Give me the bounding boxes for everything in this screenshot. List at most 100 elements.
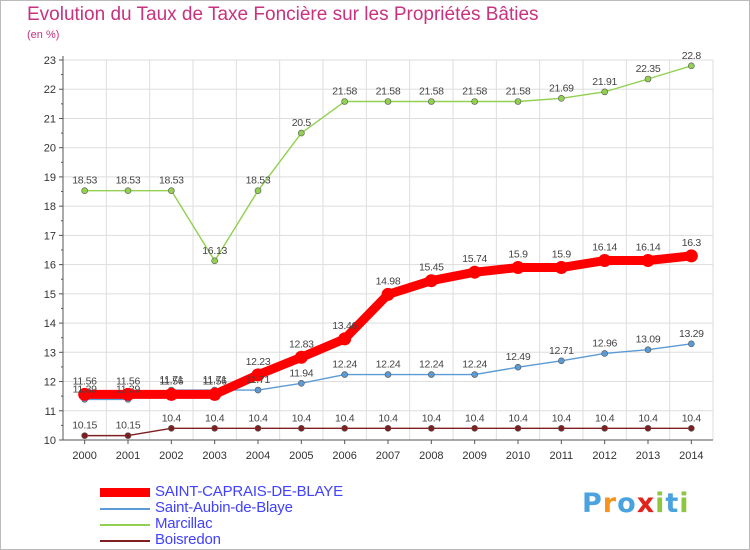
data-point-saint-aubin-de-blaye-2007 — [384, 371, 392, 378]
legend-swatch-marcillac — [100, 524, 150, 526]
data-point-saint-caprais-de-blaye-2007 — [381, 287, 395, 301]
data-point-saint-caprais-de-blaye-2003 — [208, 387, 222, 401]
data-label-boisredon-2000: 10.15 — [72, 420, 97, 432]
data-label-boisredon-2007: 10.4 — [378, 412, 398, 424]
data-label-saint-caprais-de-blaye-2006: 13.46 — [332, 320, 357, 332]
data-label-boisredon-2009: 10.4 — [465, 412, 485, 424]
data-label-saint-aubin-de-blaye-2002: 11.71 — [159, 374, 183, 386]
data-label-saint-aubin-de-blaye-2005: 11.94 — [289, 367, 313, 379]
data-label-boisredon-2010: 10.4 — [508, 412, 528, 424]
x-tick-label-2008: 2008 — [419, 450, 443, 462]
data-label-marcillac-2010: 21.58 — [506, 86, 531, 98]
data-label-saint-aubin-de-blaye-2007: 12.24 — [376, 359, 401, 371]
data-label-marcillac-2012: 21.91 — [592, 76, 617, 88]
data-point-boisredon-2000 — [81, 432, 88, 439]
x-tick-label-2000: 2000 — [72, 450, 96, 462]
data-label-boisredon-2001: 10.15 — [116, 420, 141, 432]
data-label-saint-caprais-de-blaye-2003: 11.56 — [203, 375, 227, 387]
data-point-boisredon-2013 — [644, 425, 652, 432]
legend-swatch-saint-aubin-de-blaye — [100, 508, 150, 510]
legend-label-saint-aubin-de-blaye: Saint-Aubin-de-Blaye — [155, 499, 293, 516]
data-label-saint-caprais-de-blaye-2010: 15.9 — [508, 249, 528, 261]
data-label-marcillac-2002: 18.53 — [159, 175, 184, 187]
x-tick-label-2013: 2013 — [636, 450, 660, 462]
y-tick-label-21: 21 — [44, 113, 56, 125]
data-point-saint-caprais-de-blaye-2009 — [468, 265, 482, 279]
data-label-saint-aubin-de-blaye-2001: 11.39 — [116, 383, 140, 395]
data-point-boisredon-2010 — [514, 425, 522, 432]
y-tick-label-16: 16 — [44, 260, 56, 272]
data-label-marcillac-2014: 22.8 — [682, 50, 702, 62]
data-label-boisredon-2011: 10.4 — [552, 412, 572, 424]
x-tick-label-2003: 2003 — [202, 450, 226, 462]
y-axis-unit-label: (en %) — [27, 29, 60, 41]
data-label-marcillac-2004: 18.53 — [246, 175, 271, 187]
data-label-marcillac-2009: 21.58 — [462, 86, 487, 98]
data-point-saint-caprais-de-blaye-2011 — [554, 261, 568, 275]
data-point-saint-aubin-de-blaye-2009 — [471, 371, 478, 378]
data-label-saint-caprais-de-blaye-2009: 15.74 — [462, 253, 487, 265]
data-point-boisredon-2011 — [558, 425, 565, 432]
x-tick-label-2009: 2009 — [462, 450, 486, 462]
data-point-boisredon-2005 — [298, 425, 305, 432]
y-tick-label-13: 13 — [44, 347, 56, 359]
y-tick-label-19: 19 — [44, 172, 56, 184]
logo-letter: t — [665, 488, 680, 519]
data-point-marcillac-2003 — [211, 257, 218, 265]
logo-letter: P — [582, 488, 603, 519]
data-point-saint-caprais-de-blaye-2004 — [251, 368, 265, 382]
data-point-saint-caprais-de-blaye-2006 — [338, 332, 352, 346]
data-label-marcillac-2006: 21.58 — [332, 86, 357, 98]
data-label-boisredon-2014: 10.4 — [682, 412, 702, 424]
data-label-boisredon-2003: 10.4 — [205, 412, 225, 424]
data-label-saint-caprais-de-blaye-2012: 16.14 — [592, 242, 617, 254]
y-tick-label-23: 23 — [44, 55, 56, 67]
data-point-boisredon-2002 — [168, 425, 175, 432]
x-tick-label-2006: 2006 — [332, 450, 356, 462]
data-point-marcillac-2000 — [81, 187, 88, 194]
x-tick-label-2004: 2004 — [246, 450, 270, 462]
data-point-boisredon-2008 — [428, 425, 435, 432]
data-point-marcillac-2004 — [254, 187, 262, 194]
data-point-saint-aubin-de-blaye-2006 — [341, 371, 348, 378]
data-label-saint-caprais-de-blaye-2000: 11.56 — [73, 375, 97, 387]
data-label-saint-aubin-de-blaye-2014: 13.29 — [679, 328, 704, 340]
y-tick-label-11: 11 — [45, 406, 56, 418]
legend-swatch-saint-caprais-de-blaye — [100, 488, 150, 497]
data-label-marcillac-2011: 21.69 — [549, 82, 574, 94]
data-point-marcillac-2013 — [644, 75, 652, 83]
data-point-saint-caprais-de-blaye-2008 — [424, 274, 438, 288]
data-point-boisredon-2009 — [471, 425, 478, 432]
data-point-boisredon-2004 — [254, 425, 262, 432]
data-label-saint-caprais-de-blaye-2013: 16.14 — [636, 242, 661, 254]
x-tick-label-2010: 2010 — [506, 450, 530, 462]
x-tick-label-2012: 2012 — [592, 450, 616, 462]
data-label-saint-aubin-de-blaye-2012: 12.96 — [592, 337, 617, 349]
data-label-boisredon-2002: 10.4 — [162, 412, 182, 424]
data-label-saint-caprais-de-blaye-2002: 11.56 — [159, 375, 183, 387]
data-point-marcillac-2001 — [124, 187, 132, 194]
legend-label-marcillac: Marcillac — [155, 515, 213, 532]
y-tick-label-14: 14 — [44, 318, 56, 330]
data-point-boisredon-2001 — [124, 432, 132, 439]
y-tick-label-18: 18 — [44, 201, 56, 213]
data-point-saint-aubin-de-blaye-2014 — [688, 340, 695, 348]
logo-letter: i — [655, 488, 666, 519]
data-point-marcillac-2009 — [471, 98, 478, 105]
data-label-boisredon-2013: 10.4 — [638, 412, 658, 424]
data-label-saint-caprais-de-blaye-2004: 12.23 — [246, 356, 271, 368]
data-label-saint-aubin-de-blaye-2008: 12.24 — [419, 359, 444, 371]
data-label-boisredon-2005: 10.4 — [292, 412, 312, 424]
data-label-marcillac-2007: 21.58 — [376, 86, 401, 98]
data-point-saint-aubin-de-blaye-2010 — [514, 363, 522, 371]
data-point-marcillac-2006 — [341, 98, 348, 105]
data-point-marcillac-2007 — [384, 98, 392, 105]
y-tick-label-22: 22 — [44, 84, 56, 96]
x-tick-label-2014: 2014 — [679, 450, 703, 462]
data-label-saint-caprais-de-blaye-2008: 15.45 — [419, 262, 444, 274]
x-tick-label-2011: 2011 — [550, 450, 574, 462]
logo-letter: r — [602, 488, 618, 519]
data-point-saint-caprais-de-blaye-2000 — [78, 387, 92, 401]
legend-label-boisredon: Boisredon — [155, 531, 221, 548]
